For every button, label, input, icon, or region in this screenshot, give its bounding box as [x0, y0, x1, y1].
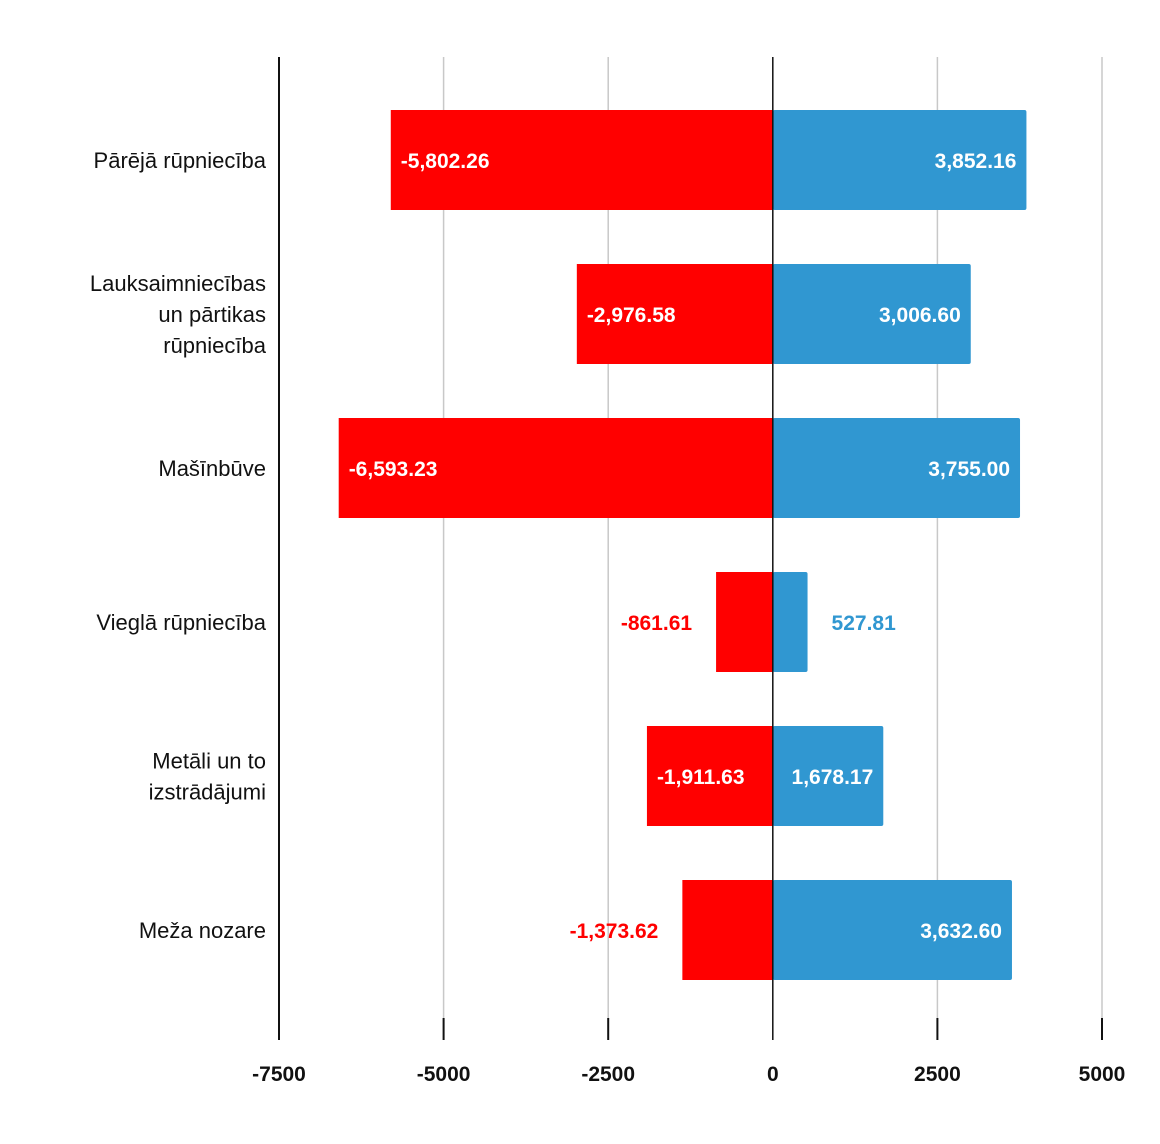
axis-layer — [278, 57, 1103, 1040]
label-layer: -7500 -5000 -2500 0 2500 5000 Pārējā rūpniecīb… — [90, 148, 1125, 1086]
data-label: 3,006.60 — [879, 304, 961, 327]
data-label: 3,852.16 — [935, 150, 1017, 173]
bar — [772, 726, 884, 826]
x-tick-label: 2500 — [914, 1063, 961, 1086]
bar — [772, 110, 1027, 210]
bar — [390, 110, 773, 210]
category-label: Lauksaimniecības un pārtikas rūpniecība — [90, 271, 267, 358]
x-tick-label: -5000 — [417, 1063, 471, 1086]
data-label: 3,755.00 — [928, 458, 1010, 481]
x-tick-label: 0 — [767, 1063, 779, 1086]
bar — [716, 572, 773, 672]
data-label: 527.81 — [832, 612, 897, 635]
category-label: Meža nozare — [139, 918, 266, 943]
category-label: Mašīnbūve — [158, 456, 266, 481]
bar — [682, 880, 773, 980]
bar — [646, 726, 773, 826]
bar — [772, 572, 808, 672]
data-label: -1,373.62 — [570, 920, 659, 943]
category-label: Pārējā rūpniecība — [94, 148, 267, 173]
data-label: -861.61 — [621, 612, 693, 635]
grid-layer — [442, 57, 1103, 1018]
bar-layer — [338, 110, 1027, 980]
bar — [772, 880, 1012, 980]
category-label: Vieglā rūpniecība — [96, 610, 266, 635]
data-label: -1,911.63 — [657, 766, 745, 789]
bar — [772, 418, 1021, 518]
data-label: 3,632.60 — [920, 920, 1002, 943]
x-tick-label: -2500 — [581, 1063, 635, 1086]
data-label: -6,593.23 — [349, 458, 438, 481]
bar — [576, 264, 773, 364]
bar — [772, 264, 971, 364]
data-label: -2,976.58 — [587, 304, 676, 327]
bar — [338, 418, 773, 518]
x-tick-label: 5000 — [1079, 1063, 1126, 1086]
x-tick-label: -7500 — [252, 1063, 306, 1086]
data-label: 1,678.17 — [792, 766, 874, 789]
category-label: Metāli un to izstrādājumi — [149, 749, 266, 805]
data-label: -5,802.26 — [401, 150, 490, 173]
